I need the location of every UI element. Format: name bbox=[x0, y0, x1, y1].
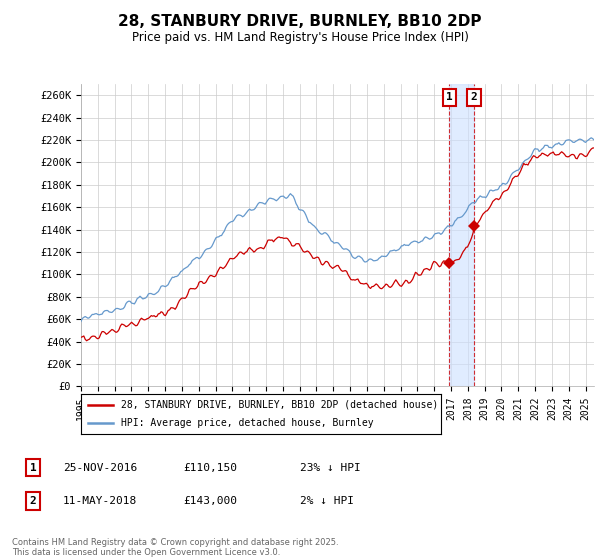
Text: £143,000: £143,000 bbox=[183, 496, 237, 506]
Text: HPI: Average price, detached house, Burnley: HPI: Average price, detached house, Burn… bbox=[121, 418, 373, 428]
Text: 23% ↓ HPI: 23% ↓ HPI bbox=[300, 463, 361, 473]
Text: 2: 2 bbox=[29, 496, 37, 506]
Text: Price paid vs. HM Land Registry's House Price Index (HPI): Price paid vs. HM Land Registry's House … bbox=[131, 31, 469, 44]
Text: 2% ↓ HPI: 2% ↓ HPI bbox=[300, 496, 354, 506]
Text: 1: 1 bbox=[29, 463, 37, 473]
Text: 28, STANBURY DRIVE, BURNLEY, BB10 2DP: 28, STANBURY DRIVE, BURNLEY, BB10 2DP bbox=[118, 14, 482, 29]
Text: £110,150: £110,150 bbox=[183, 463, 237, 473]
Text: Contains HM Land Registry data © Crown copyright and database right 2025.
This d: Contains HM Land Registry data © Crown c… bbox=[12, 538, 338, 557]
Text: 2: 2 bbox=[471, 92, 478, 102]
Text: 11-MAY-2018: 11-MAY-2018 bbox=[63, 496, 137, 506]
Text: 25-NOV-2016: 25-NOV-2016 bbox=[63, 463, 137, 473]
Text: 28, STANBURY DRIVE, BURNLEY, BB10 2DP (detached house): 28, STANBURY DRIVE, BURNLEY, BB10 2DP (d… bbox=[121, 400, 438, 409]
Text: 1: 1 bbox=[446, 92, 453, 102]
Bar bbox=[449, 84, 474, 386]
